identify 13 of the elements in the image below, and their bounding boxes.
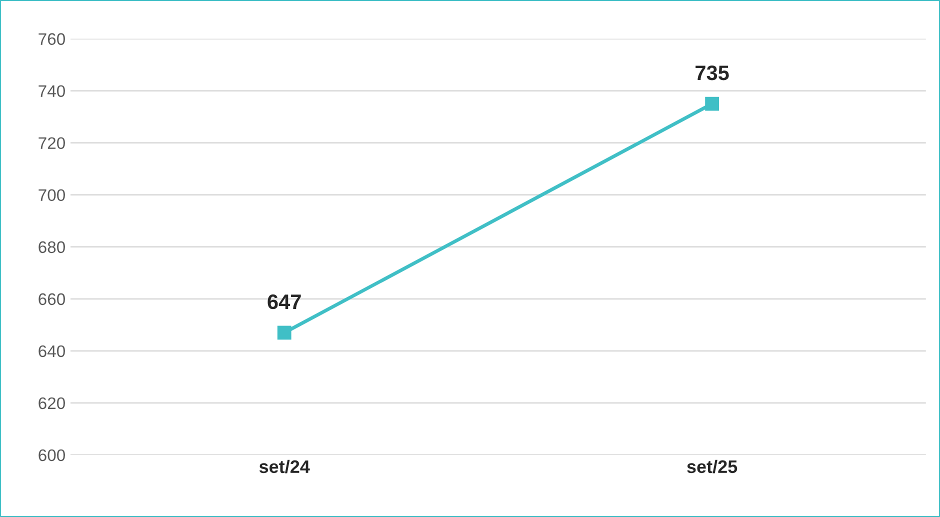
y-tick-label: 620 bbox=[38, 397, 65, 410]
data-label: 647 bbox=[268, 294, 301, 310]
y-tick-label: 720 bbox=[38, 137, 65, 150]
y-tick-label: 700 bbox=[38, 189, 65, 202]
x-tick-label: set/24 bbox=[259, 460, 310, 474]
data-label: 735 bbox=[696, 65, 729, 80]
x-tick-label: set/25 bbox=[687, 460, 738, 474]
y-tick-label: 680 bbox=[38, 241, 65, 254]
y-tick-label: 740 bbox=[38, 85, 65, 97]
y-tick-label: 600 bbox=[38, 449, 65, 462]
y-tick-label: 640 bbox=[38, 345, 65, 358]
y-tick-label: 760 bbox=[38, 33, 65, 45]
y-tick-label: 660 bbox=[38, 293, 65, 306]
